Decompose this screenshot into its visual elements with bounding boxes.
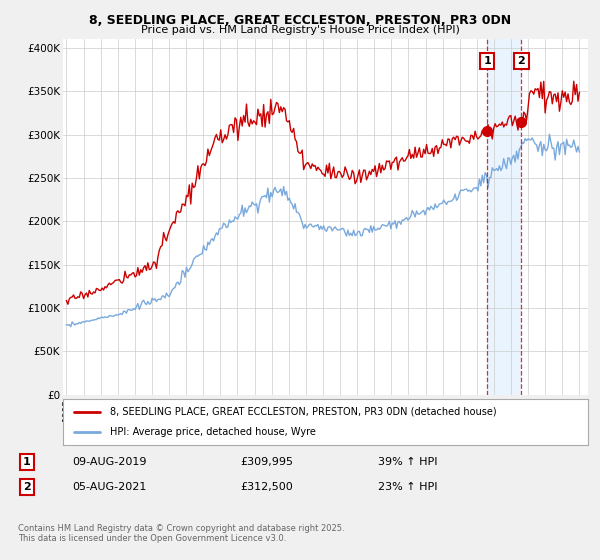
Text: £309,995: £309,995 [240, 457, 293, 467]
Text: 09-AUG-2019: 09-AUG-2019 [72, 457, 146, 467]
Text: 39% ↑ HPI: 39% ↑ HPI [378, 457, 437, 467]
Text: 2: 2 [517, 56, 525, 66]
Text: 23% ↑ HPI: 23% ↑ HPI [378, 482, 437, 492]
Text: 1: 1 [23, 457, 31, 467]
Text: 05-AUG-2021: 05-AUG-2021 [72, 482, 146, 492]
Text: Price paid vs. HM Land Registry's House Price Index (HPI): Price paid vs. HM Land Registry's House … [140, 25, 460, 35]
Bar [487, 39, 521, 395]
Text: £312,500: £312,500 [240, 482, 293, 492]
Text: 1: 1 [483, 56, 491, 66]
Text: Contains HM Land Registry data © Crown copyright and database right 2025.
This d: Contains HM Land Registry data © Crown c… [18, 524, 344, 543]
Text: HPI: Average price, detached house, Wyre: HPI: Average price, detached house, Wyre [110, 427, 316, 437]
Text: 8, SEEDLING PLACE, GREAT ECCLESTON, PRESTON, PR3 0DN: 8, SEEDLING PLACE, GREAT ECCLESTON, PRES… [89, 14, 511, 27]
Text: 2: 2 [23, 482, 31, 492]
Text: 8, SEEDLING PLACE, GREAT ECCLESTON, PRESTON, PR3 0DN (detached house): 8, SEEDLING PLACE, GREAT ECCLESTON, PRES… [110, 407, 497, 417]
